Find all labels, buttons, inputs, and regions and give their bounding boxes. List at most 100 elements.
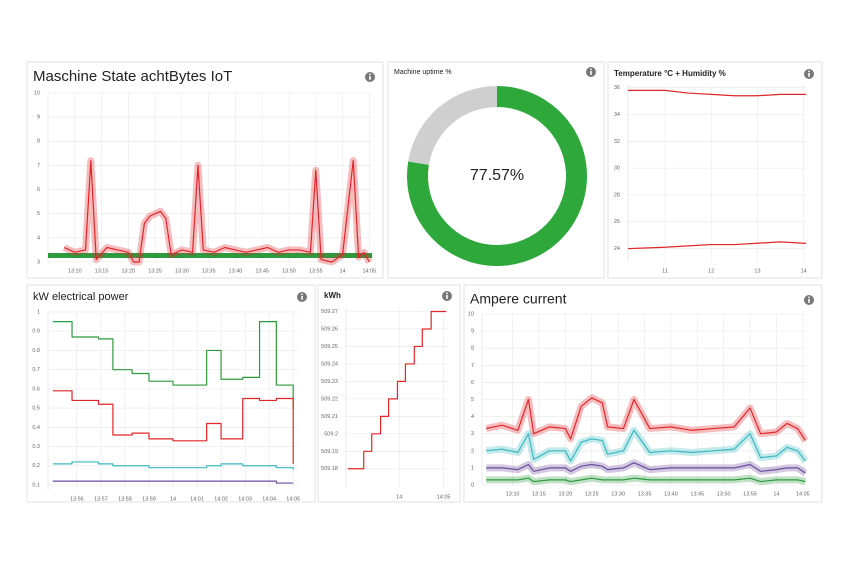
x-tick-label: 13:35 — [202, 268, 216, 274]
y-tick-label: 6 — [471, 380, 474, 386]
info-icon — [365, 72, 375, 82]
x-tick-label: 13:15 — [532, 491, 546, 497]
x-tick-label: 12 — [708, 268, 714, 274]
x-tick-label: 13:40 — [664, 491, 678, 497]
y-tick-label: 1 — [37, 309, 40, 315]
x-tick-label: 13:56 — [70, 496, 84, 502]
panel — [317, 284, 461, 503]
y-tick-label: 3 — [471, 431, 474, 437]
y-tick-label: 34 — [614, 112, 620, 118]
line — [52, 321, 294, 409]
line — [52, 461, 294, 470]
line — [627, 241, 806, 250]
info-stem — [808, 299, 810, 303]
y-tick-label: 0.3 — [32, 444, 40, 450]
x-tick-label: 13:25 — [585, 491, 599, 497]
x-tick-label: 14 — [801, 268, 807, 274]
panel — [26, 284, 316, 503]
y-tick-label: 8 — [471, 346, 474, 352]
y-tick-label: 0.8 — [32, 348, 40, 354]
y-tick-label: 30 — [614, 166, 620, 172]
y-tick-label: 509.21 — [321, 414, 338, 420]
panel-title: kW electrical power — [33, 291, 129, 303]
x-tick-label: 13:30 — [175, 268, 189, 274]
x-tick-label: 14 — [773, 491, 779, 497]
x-tick-label: 14:05 — [286, 496, 300, 502]
info-dot — [590, 68, 592, 71]
panel-title: Machine uptime % — [394, 69, 452, 76]
x-tick-label: 13:20 — [121, 268, 135, 274]
x-tick-label: 14:02 — [214, 496, 228, 502]
info-dot — [369, 73, 371, 76]
y-tick-label: 509.23 — [321, 379, 338, 385]
y-tick-label: 509.27 — [321, 309, 338, 315]
y-tick-label: 0.7 — [32, 367, 40, 373]
y-tick-label: 0.1 — [32, 482, 40, 488]
y-tick-label: 32 — [614, 139, 620, 145]
info-dot — [301, 293, 303, 296]
info-stem — [446, 295, 448, 299]
x-tick-label: 14:03 — [238, 496, 252, 502]
y-tick-label: 2 — [471, 448, 474, 454]
y-tick-label: 509.2 — [324, 431, 338, 437]
y-tick-label: 0.4 — [32, 425, 40, 431]
y-tick-label: 1 — [471, 465, 474, 471]
x-tick-label: 14:04 — [262, 496, 276, 502]
x-tick-label: 14 — [339, 268, 345, 274]
line — [486, 397, 806, 441]
x-tick-label: 13:30 — [611, 491, 625, 497]
x-tick-label: 14:01 — [190, 496, 204, 502]
x-tick-label: 13:45 — [255, 268, 269, 274]
y-tick-label: 0.5 — [32, 406, 40, 412]
x-tick-label: 13 — [754, 268, 760, 274]
y-tick-label: 7 — [37, 163, 40, 169]
line — [628, 89, 806, 97]
info-icon — [586, 67, 596, 77]
y-tick-label: 26 — [614, 219, 620, 225]
y-tick-label: 6 — [37, 187, 40, 193]
x-tick-label: 13:25 — [148, 268, 162, 274]
line — [486, 477, 806, 483]
donut-segment — [408, 86, 497, 165]
info-stem — [590, 71, 592, 75]
panel-title: Temperature °C + Humidity % — [614, 69, 726, 78]
y-tick-label: 5 — [37, 211, 40, 217]
x-tick-label: 13:58 — [118, 496, 132, 502]
center-value: 77.57% — [470, 167, 524, 184]
x-tick-label: 13:45 — [690, 491, 704, 497]
x-tick-label: 13:57 — [94, 496, 108, 502]
x-tick-label: 13:59 — [142, 496, 156, 502]
panel — [463, 284, 823, 503]
x-tick-label: 13:10 — [68, 268, 82, 274]
panel-title: Maschine State achtBytes IoT — [33, 68, 232, 85]
info-stem — [301, 296, 303, 300]
y-tick-label: 3 — [37, 259, 40, 265]
x-tick-label: 14:05 — [362, 268, 376, 274]
x-tick-label: 14 — [170, 496, 176, 502]
info-dot — [808, 296, 810, 299]
x-tick-label: 13:10 — [506, 491, 520, 497]
x-tick-label: 13:15 — [95, 268, 109, 274]
y-tick-label: 509.19 — [321, 449, 338, 455]
y-tick-label: 509.24 — [321, 361, 338, 367]
x-tick-label: 13:55 — [743, 491, 757, 497]
x-tick-label: 13:20 — [558, 491, 572, 497]
y-tick-label: 8 — [37, 139, 40, 145]
y-tick-label: 9 — [37, 115, 40, 121]
y-tick-label: 28 — [614, 192, 620, 198]
y-tick-label: 9 — [471, 329, 474, 335]
x-tick-label: 11 — [662, 268, 668, 274]
info-stem — [808, 73, 810, 77]
y-tick-label: 4 — [37, 235, 40, 241]
panel-title: Ampere current — [470, 291, 567, 307]
line — [63, 160, 370, 263]
y-tick-label: 4 — [471, 414, 474, 420]
info-dot — [808, 70, 810, 73]
y-tick-label: 509.22 — [321, 396, 338, 402]
x-tick-label: 13:50 — [717, 491, 731, 497]
line — [52, 480, 294, 484]
x-tick-label: 13:35 — [638, 491, 652, 497]
y-tick-label: 5 — [471, 397, 474, 403]
info-icon — [297, 292, 307, 302]
y-tick-label: 24 — [614, 246, 620, 252]
